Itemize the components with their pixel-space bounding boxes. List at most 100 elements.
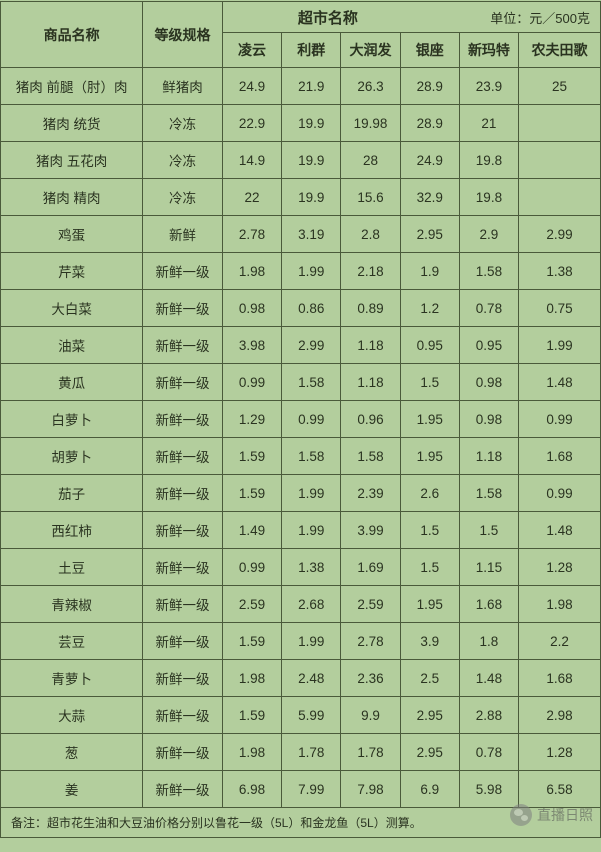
table-body: 猪肉 前腿（肘）肉鲜猪肉24.921.926.328.923.925猪肉 统货冷… [1,68,601,808]
header-store-2: 大润发 [341,33,400,68]
price-cell: 22.9 [222,105,281,142]
header-spec: 等级规格 [143,2,223,68]
table-row: 西红柿新鲜一级1.491.993.991.51.51.48 [1,512,601,549]
table-row: 土豆新鲜一级0.991.381.691.51.151.28 [1,549,601,586]
price-cell: 2.39 [341,475,400,512]
price-cell: 1.95 [400,438,459,475]
table-row: 胡萝卜新鲜一级1.591.581.581.951.181.68 [1,438,601,475]
price-cell: 1.59 [222,697,281,734]
table-row: 芸豆新鲜一级1.591.992.783.91.82.2 [1,623,601,660]
price-cell [519,142,601,179]
table-row: 青萝卜新鲜一级1.982.482.362.51.481.68 [1,660,601,697]
price-cell: 1.98 [222,253,281,290]
price-cell: 2.88 [459,697,518,734]
price-cell: 1.99 [282,475,341,512]
spec-cell: 新鲜一级 [143,364,223,401]
price-cell: 0.98 [459,364,518,401]
table-row: 猪肉 五花肉冷冻14.919.92824.919.8 [1,142,601,179]
spec-cell: 新鲜一级 [143,586,223,623]
price-cell: 7.98 [341,771,400,808]
spec-cell: 冷冻 [143,142,223,179]
price-cell: 1.78 [282,734,341,771]
header-store-5: 农夫田歌 [519,33,601,68]
product-cell: 胡萝卜 [1,438,143,475]
price-cell: 1.68 [519,660,601,697]
price-cell: 1.38 [282,549,341,586]
price-cell: 0.86 [282,290,341,327]
price-cell: 1.68 [519,438,601,475]
price-cell: 1.99 [519,327,601,364]
header-store-0: 凌云 [222,33,281,68]
spec-cell: 新鲜一级 [143,438,223,475]
wechat-icon [510,804,532,826]
price-cell: 3.19 [282,216,341,253]
price-cell: 1.48 [459,660,518,697]
price-cell: 0.99 [519,475,601,512]
price-cell: 21 [459,105,518,142]
price-cell: 1.95 [400,586,459,623]
price-cell: 1.78 [341,734,400,771]
price-cell: 1.38 [519,253,601,290]
spec-cell: 新鲜一级 [143,475,223,512]
price-cell: 23.9 [459,68,518,105]
header-row-1: 商品名称 等级规格 超市名称 单位：元／500克 [1,2,601,33]
price-cell: 0.99 [519,401,601,438]
product-cell: 猪肉 五花肉 [1,142,143,179]
price-cell: 6.9 [400,771,459,808]
price-cell: 1.59 [222,475,281,512]
price-cell: 1.58 [282,364,341,401]
spec-cell: 新鲜一级 [143,697,223,734]
price-cell: 1.5 [400,364,459,401]
price-cell: 0.99 [222,364,281,401]
price-cell: 2.6 [400,475,459,512]
price-cell: 1.2 [400,290,459,327]
price-cell: 0.98 [459,401,518,438]
price-cell: 1.95 [400,401,459,438]
header-supermarket-label: 超市名称 [223,7,358,28]
price-cell: 1.49 [222,512,281,549]
header-unit-label: 单位：元／500克 [358,8,600,27]
table-row: 葱新鲜一级1.981.781.782.950.781.28 [1,734,601,771]
price-cell: 0.95 [400,327,459,364]
price-cell: 1.5 [459,512,518,549]
table-row: 鸡蛋新鲜2.783.192.82.952.92.99 [1,216,601,253]
spec-cell: 新鲜 [143,216,223,253]
price-cell: 9.9 [341,697,400,734]
price-cell: 2.99 [519,216,601,253]
spec-cell: 新鲜一级 [143,623,223,660]
spec-cell: 冷冻 [143,105,223,142]
product-cell: 白萝卜 [1,401,143,438]
price-cell [519,179,601,216]
price-cell: 1.98 [222,660,281,697]
product-cell: 西红柿 [1,512,143,549]
price-cell: 21.9 [282,68,341,105]
spec-cell: 冷冻 [143,179,223,216]
price-cell: 28.9 [400,68,459,105]
price-cell: 19.9 [282,105,341,142]
price-cell: 1.99 [282,623,341,660]
price-cell: 2.99 [282,327,341,364]
price-cell: 1.5 [400,512,459,549]
price-cell: 2.8 [341,216,400,253]
table-row: 猪肉 统货冷冻22.919.919.9828.921 [1,105,601,142]
table-row: 猪肉 精肉冷冻2219.915.632.919.8 [1,179,601,216]
product-cell: 土豆 [1,549,143,586]
price-cell: 19.9 [282,142,341,179]
header-store-3: 银座 [400,33,459,68]
price-cell: 0.89 [341,290,400,327]
price-cell: 24.9 [222,68,281,105]
price-cell: 5.98 [459,771,518,808]
price-cell: 1.69 [341,549,400,586]
price-cell: 2.78 [222,216,281,253]
spec-cell: 鲜猪肉 [143,68,223,105]
product-cell: 芹菜 [1,253,143,290]
table-row: 芹菜新鲜一级1.981.992.181.91.581.38 [1,253,601,290]
table-row: 油菜新鲜一级3.982.991.180.950.951.99 [1,327,601,364]
product-cell: 大蒜 [1,697,143,734]
price-cell: 25 [519,68,601,105]
header-store-4: 新玛特 [459,33,518,68]
price-cell: 1.98 [222,734,281,771]
price-cell: 19.8 [459,179,518,216]
price-cell: 3.98 [222,327,281,364]
price-cell: 2.36 [341,660,400,697]
